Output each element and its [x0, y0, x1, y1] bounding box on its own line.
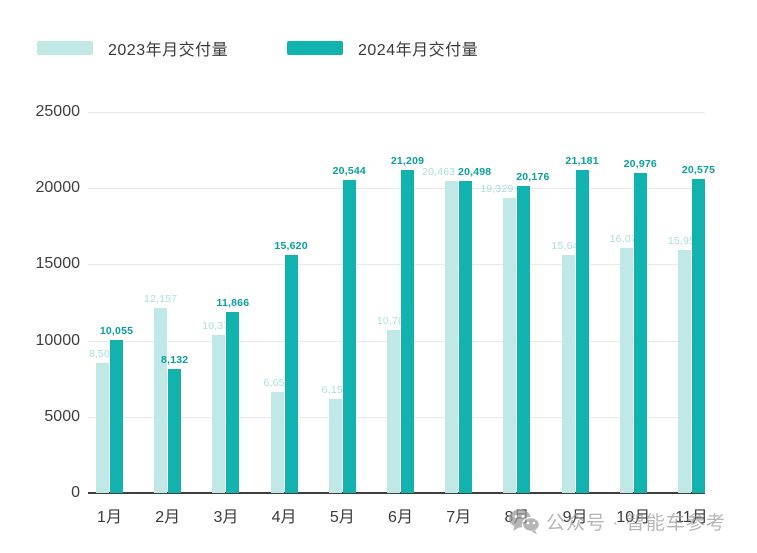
- bar-2023-8月: [503, 198, 517, 493]
- bar-2024-6月: [401, 169, 414, 493]
- x-axis-label-2月: 2月: [155, 509, 181, 526]
- bar-2023-11月: [678, 249, 691, 493]
- gridline: [88, 112, 705, 113]
- bar-2023-10月: [619, 248, 633, 493]
- bar-2023-4月: [270, 391, 284, 493]
- bar-value-label: 8,506: [88, 348, 117, 361]
- bar-2023-1月: [96, 363, 109, 493]
- watermark-text: 公众号 · 智能车参考: [546, 513, 726, 534]
- x-axis-label-4月: 4月: [271, 509, 297, 526]
- bar-value-label: 20,463: [422, 166, 456, 179]
- bar-value-label: 20,544: [332, 164, 366, 177]
- bar-2024-10月: [633, 173, 647, 493]
- bar-value-label: 6,155: [321, 384, 349, 397]
- bar-value-label: 21,209: [390, 154, 425, 167]
- legend-item-2024[interactable]: 2024年月交付量: [287, 36, 478, 60]
- bar-2023-5月: [328, 399, 342, 493]
- x-axis-label-9月: 9月: [562, 509, 588, 526]
- legend: 2023年月交付量 2024年月交付量: [0, 0, 757, 60]
- bar-2023-2月: [154, 307, 168, 493]
- bar-2024-3月: [226, 312, 240, 493]
- gridline: [88, 188, 705, 190]
- bar-value-label: 6,658: [263, 376, 291, 389]
- bar-value-label: 12,157: [144, 292, 178, 305]
- bar-value-label: 15,620: [274, 239, 308, 252]
- legend-swatch-2023: [37, 41, 93, 55]
- bar-value-label: 11,866: [216, 297, 250, 310]
- bar-2024-8月: [517, 185, 531, 493]
- legend-item-2023[interactable]: 2023年月交付量: [37, 36, 228, 60]
- bar-2024-11月: [692, 179, 705, 493]
- x-axis-label-11月: 11月: [675, 509, 708, 526]
- bar-2024-7月: [459, 180, 473, 493]
- bar-2023-3月: [212, 334, 226, 493]
- x-axis-label-7月: 7月: [446, 509, 472, 526]
- x-axis-label-3月: 3月: [213, 509, 239, 526]
- bar-2023-6月: [387, 329, 400, 493]
- bar-value-label: 10,055: [99, 324, 134, 337]
- y-axis-tick-label: 15000: [35, 255, 81, 273]
- bar-2024-1月: [110, 339, 123, 493]
- y-axis-tick-label: 20000: [35, 179, 81, 197]
- bar-2024-9月: [575, 170, 589, 493]
- bar-2024-4月: [284, 254, 298, 493]
- x-axis-label-5月: 5月: [329, 509, 355, 526]
- y-axis-tick-label: 10000: [35, 331, 81, 349]
- x-axis-line: [88, 492, 705, 494]
- gridline: [88, 264, 705, 266]
- legend-swatch-2024: [287, 41, 343, 55]
- x-axis-label-1月: 1月: [97, 509, 122, 526]
- bar-value-label: 20,575: [681, 164, 716, 177]
- wechat-icon: [509, 509, 540, 535]
- y-axis-tick-label: 5000: [44, 407, 80, 425]
- bar-2023-9月: [561, 254, 575, 493]
- y-axis-tick-label: 0: [71, 484, 80, 501]
- x-axis-label-6月: 6月: [388, 509, 413, 526]
- bar-value-label: 20,976: [623, 158, 657, 171]
- bar-2024-5月: [342, 179, 356, 493]
- bar-value-label: 20,176: [516, 170, 550, 183]
- bar-value-label: 8,132: [161, 354, 189, 367]
- legend-label-2024: 2024年月交付量: [358, 42, 479, 59]
- bar-2023-7月: [445, 181, 459, 493]
- legend-label-2023: 2023年月交付量: [108, 42, 229, 59]
- x-axis-label-10月: 10月: [616, 509, 651, 526]
- bar-value-label: 21,181: [565, 155, 599, 168]
- watermark: 公众号 · 智能车参考: [508, 508, 726, 535]
- bar-value-label: 19,329: [480, 183, 514, 196]
- bar-2024-2月: [168, 369, 182, 493]
- bar-value-label: 20,498: [458, 165, 492, 178]
- y-axis-tick-label: 25000: [35, 103, 81, 120]
